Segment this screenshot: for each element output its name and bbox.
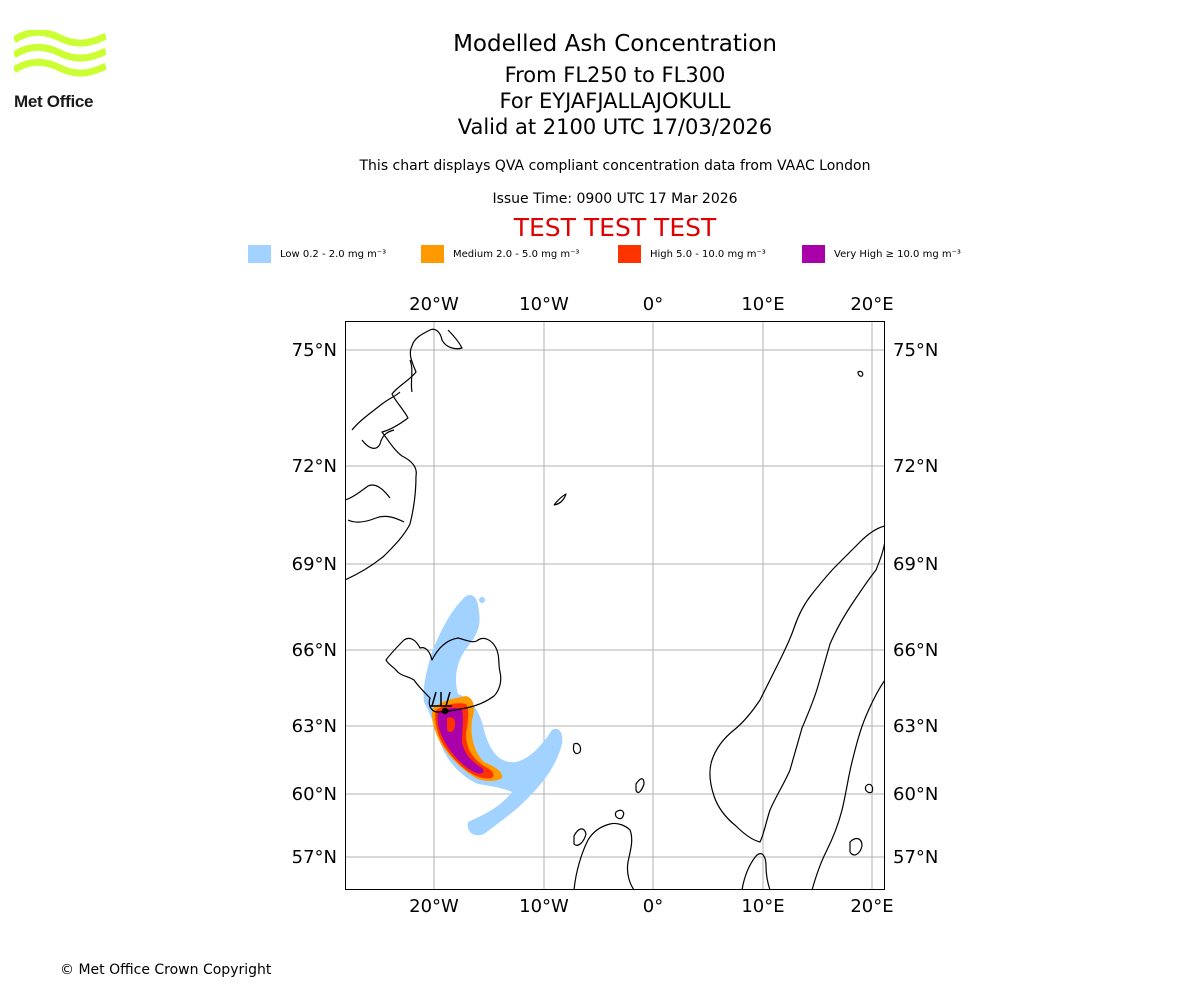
map-content <box>345 321 885 890</box>
legend-label-medium: Medium 2.0 - 5.0 mg m⁻³ <box>453 248 580 260</box>
lon-label-bottom-20w: 20°W <box>409 896 459 917</box>
coastline-bear-island <box>857 370 864 377</box>
lat-label-left-57n: 57°N <box>292 847 337 868</box>
legend-label-high: High 5.0 - 10.0 mg m⁻³ <box>650 248 766 260</box>
met-office-logo-waves-icon <box>12 28 108 77</box>
coastline-jan-mayen <box>553 493 567 506</box>
lat-label-right-60n: 60°N <box>893 784 938 805</box>
lon-label-top-10w: 10°W <box>519 294 569 315</box>
lat-label-right-72n: 72°N <box>893 456 938 477</box>
lon-label-top-20e: 20°E <box>850 294 893 315</box>
legend-swatch-very-high <box>802 245 825 263</box>
coastline-hebrides <box>573 828 587 846</box>
legend-item-very-high: Very High ≥ 10.0 mg m⁻³ <box>802 244 961 264</box>
met-office-logo: Met Office <box>12 28 108 112</box>
coastline-shetland <box>635 778 645 794</box>
lat-labels-right: 75°N 72°N 69°N 66°N 63°N 60°N 57°N <box>893 340 938 868</box>
lat-label-right-69n: 69°N <box>893 554 938 575</box>
lon-labels-top: 20°W 10°W 0° 10°E 20°E <box>409 294 893 315</box>
coastline-norway <box>709 525 885 843</box>
lat-label-right-75n: 75°N <box>893 340 938 361</box>
volcano-name: For EYJAFJALLAJOKULL <box>499 89 731 113</box>
coastline-scotland <box>573 822 635 890</box>
coastlines <box>345 328 885 890</box>
coastline-orkney <box>614 809 625 820</box>
coastline-greenland-fjord-4 <box>347 515 405 523</box>
coastline-faroe <box>572 742 582 755</box>
coastline-greenland-fjord-1 <box>351 391 401 431</box>
map-frame <box>345 321 885 890</box>
coastline-iceland <box>385 637 502 713</box>
legend-swatch-medium <box>421 245 444 263</box>
coastline-greenland-island <box>409 359 413 393</box>
chart-title: Modelled Ash Concentration <box>453 31 777 57</box>
lon-label-top-10e: 10°E <box>741 294 784 315</box>
valid-time: Valid at 2100 UTC 17/03/2026 <box>457 115 773 139</box>
legend-item-high: High 5.0 - 10.0 mg m⁻³ <box>618 244 766 264</box>
lon-label-bottom-20e: 20°E <box>850 896 893 917</box>
issue-time: Issue Time: 0900 UTC 17 Mar 2026 <box>492 191 738 207</box>
coastline-greenland-fjord-2 <box>361 429 395 449</box>
lat-label-right-66n: 66°N <box>893 640 938 661</box>
legend-label-low: Low 0.2 - 2.0 mg m⁻³ <box>280 248 387 260</box>
lat-label-right-57n: 57°N <box>893 847 938 868</box>
lon-label-top-20w: 20°W <box>409 294 459 315</box>
lon-label-bottom-10e: 10°E <box>741 896 784 917</box>
lon-label-bottom-0: 0° <box>643 896 663 917</box>
lat-label-left-75n: 75°N <box>292 340 337 361</box>
logo-text: Met Office <box>14 92 94 111</box>
lon-labels-bottom: 20°W 10°W 0° 10°E 20°E <box>409 896 893 917</box>
lat-label-left-72n: 72°N <box>292 456 337 477</box>
lat-label-left-69n: 69°N <box>292 554 337 575</box>
ash-plume-low-speck <box>479 597 485 603</box>
legend-swatch-high <box>618 245 641 263</box>
legend-swatch-low <box>248 245 271 263</box>
ash-plume-inner-high <box>447 717 456 733</box>
legend-item-medium: Medium 2.0 - 5.0 mg m⁻³ <box>421 244 579 264</box>
lon-label-bottom-10w: 10°W <box>519 896 569 917</box>
coastline-greenland-fjord-3 <box>345 484 391 501</box>
legend-label-very-high: Very High ≥ 10.0 mg m⁻³ <box>834 248 961 260</box>
lat-labels-left: 75°N 72°N 69°N 66°N 63°N 60°N 57°N <box>292 340 337 868</box>
coastline-sweden <box>811 679 885 890</box>
copyright-notice: © Met Office Crown Copyright <box>60 962 272 978</box>
lat-label-left-63n: 63°N <box>292 716 337 737</box>
ash-plume-low <box>423 594 563 836</box>
lat-label-left-60n: 60°N <box>292 784 337 805</box>
lon-label-top-0: 0° <box>643 294 663 315</box>
test-banner: TEST TEST TEST <box>513 213 717 242</box>
chart-description: This chart displays QVA compliant concen… <box>359 158 871 174</box>
coastline-baltic-island <box>849 837 863 856</box>
coastline-gotland <box>864 783 874 794</box>
lat-label-right-63n: 63°N <box>893 716 938 737</box>
flight-level-range: From FL250 to FL300 <box>504 63 726 87</box>
volcano-marker-icon <box>430 691 452 715</box>
coastline-denmark-jutland <box>741 853 771 890</box>
legend-item-low: Low 0.2 - 2.0 mg m⁻³ <box>248 244 386 264</box>
lat-label-left-66n: 66°N <box>292 640 337 661</box>
coastline-greenland <box>345 328 463 581</box>
